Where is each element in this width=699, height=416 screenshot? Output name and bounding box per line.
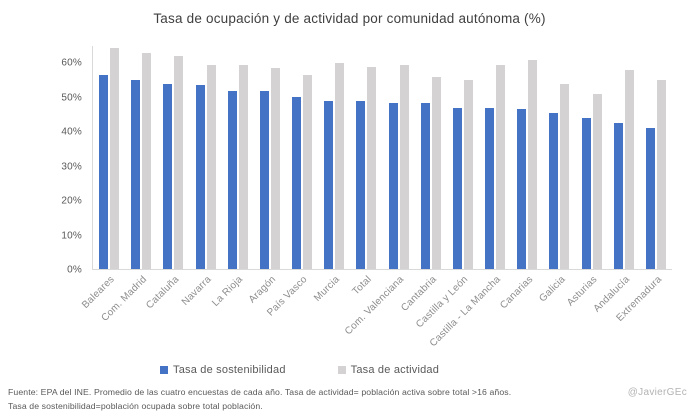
bar-group: Cantabria (399, 46, 447, 314)
bar-actividad (399, 64, 409, 269)
bar-group: Total (350, 46, 382, 297)
bar-group: Castilla y León (414, 46, 479, 330)
bar-group: Canarias (498, 46, 543, 311)
legend-item-actividad: Tasa de actividad (337, 364, 440, 376)
bar-group: La Rioja (211, 46, 254, 309)
bar-sostenibilidad (163, 83, 173, 269)
bar-group: Andalucía (591, 46, 640, 315)
bar-actividad (528, 59, 538, 269)
y-tick-label: 30% (61, 161, 82, 173)
legend: Tasa de sostenibilidad Tasa de actividad (160, 362, 439, 378)
bar-sostenibilidad (195, 85, 205, 269)
bar-group: Murcia (312, 46, 350, 304)
bar-sostenibilidad (452, 107, 462, 269)
x-category-label: Canarias (497, 274, 536, 312)
x-category-label: Murcia (312, 274, 343, 304)
bar-actividad (238, 64, 248, 269)
bar-group: Aragón (246, 46, 286, 305)
bar-actividad (657, 80, 666, 269)
legend-item-sostenibilidad: Tasa de sostenibilidad (160, 364, 286, 376)
source-note-line1: Fuente: EPA del INE. Promedio de las cua… (8, 387, 512, 397)
legend-label: Tasa de actividad (350, 364, 440, 376)
bar-group: Baleares (80, 46, 125, 311)
bar-sostenibilidad (292, 97, 302, 269)
y-axis: 0% 10% 20% 30% 40% 50% 60% (0, 46, 86, 276)
bar-actividad (463, 80, 473, 269)
x-category-label: Cataluña (143, 274, 182, 312)
bar-actividad (560, 83, 570, 269)
bar-group: Cataluña (144, 46, 189, 311)
bar-sostenibilidad (517, 109, 527, 269)
y-tick-label: 20% (61, 195, 82, 207)
source-note: Fuente: EPA del INE. Promedio de las cua… (8, 385, 598, 413)
y-tick-label: 60% (61, 57, 82, 69)
bar-group: País Vasco (265, 46, 318, 318)
plot-area: Baleares Com. Madrid Cataluña Navarra La Rio… (80, 46, 672, 349)
x-category-label: Navarra (179, 274, 214, 308)
bar-sostenibilidad (356, 100, 366, 269)
bar-group: Navarra (179, 46, 222, 308)
bar-group: Castilla - La Mancha (428, 46, 511, 349)
x-category-label: Aragón (246, 274, 278, 306)
bar-sostenibilidad (388, 102, 398, 269)
bar-actividad (431, 76, 441, 269)
bar-actividad (496, 64, 506, 269)
bar-actividad (367, 66, 377, 269)
bar-group: Com. Madrid (99, 46, 157, 324)
bar-sostenibilidad (420, 102, 430, 269)
bar-sostenibilidad (646, 128, 655, 269)
bar-sostenibilidad (259, 90, 269, 269)
legend-swatch-blue-icon (160, 366, 168, 374)
x-category-label: Com. Valenciana (343, 274, 407, 338)
x-category-label: La Rioja (210, 274, 246, 309)
bar-sostenibilidad (324, 100, 334, 269)
bar-sostenibilidad (227, 90, 237, 269)
bar-actividad (110, 47, 120, 269)
bar-sostenibilidad (549, 112, 559, 269)
y-tick-label: 40% (61, 126, 82, 138)
x-category-label: Galicia (536, 274, 568, 305)
chart-title: Tasa de ocupación y de actividad por com… (153, 11, 546, 26)
bar-actividad (142, 52, 152, 269)
bar-actividad (303, 75, 313, 269)
legend-label: Tasa de sostenibilidad (173, 364, 286, 376)
legend-swatch-gray-icon (337, 366, 346, 374)
y-tick-label: 0% (67, 264, 82, 276)
bar-sostenibilidad (581, 118, 591, 269)
bar-group: Galicia (537, 46, 575, 304)
y-tick-label: 10% (61, 230, 82, 242)
y-tick-label: 50% (61, 92, 82, 104)
bar-sostenibilidad (99, 75, 109, 269)
bar-actividad (174, 56, 184, 269)
bar-sostenibilidad (613, 123, 623, 269)
bar-actividad (206, 64, 216, 269)
source-note-line2: Tasa de sostenibilidad=población ocupada… (8, 401, 263, 411)
bar-group: Extremadura (614, 46, 672, 324)
bar-sostenibilidad (131, 80, 141, 269)
bar-actividad (624, 70, 634, 269)
bar-actividad (335, 63, 345, 269)
author-credit: @JavierGEc (627, 387, 687, 398)
bar-group: Com. Valenciana (343, 46, 415, 337)
bar-actividad (270, 68, 280, 269)
bar-sostenibilidad (485, 107, 495, 269)
x-category-label: Total (350, 274, 375, 298)
bar-group: Asturias (565, 46, 608, 308)
bar-actividad (592, 94, 602, 269)
